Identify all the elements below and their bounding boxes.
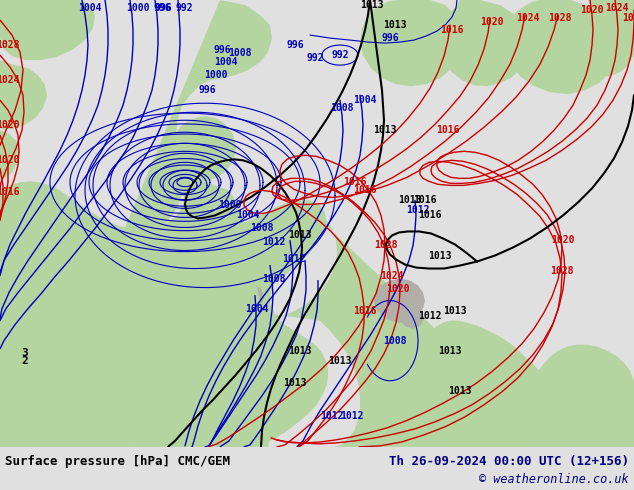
- Polygon shape: [0, 60, 47, 129]
- Text: 1004: 1004: [353, 95, 377, 105]
- Text: 1013: 1013: [288, 230, 312, 241]
- Text: 1008: 1008: [250, 223, 274, 233]
- Text: 1028: 1028: [0, 40, 20, 50]
- Text: Surface pressure [hPa] CMC/GEM: Surface pressure [hPa] CMC/GEM: [5, 455, 230, 468]
- Text: 1013: 1013: [398, 196, 422, 205]
- Text: 1016: 1016: [436, 125, 460, 135]
- Text: 992: 992: [331, 50, 349, 60]
- Text: 1024: 1024: [0, 75, 20, 85]
- Text: 996: 996: [286, 40, 304, 50]
- Text: 996: 996: [381, 33, 399, 43]
- Text: 1012: 1012: [406, 205, 430, 216]
- Text: 1016: 1016: [413, 196, 437, 205]
- Text: 1013: 1013: [360, 0, 384, 10]
- Text: 1012: 1012: [340, 411, 364, 421]
- Text: 1020: 1020: [580, 5, 604, 15]
- Text: 1016: 1016: [353, 185, 377, 196]
- Polygon shape: [0, 130, 20, 178]
- Text: 3: 3: [22, 348, 29, 358]
- Text: 1028: 1028: [374, 241, 398, 250]
- Text: 1020: 1020: [0, 155, 20, 165]
- Polygon shape: [212, 205, 634, 447]
- Polygon shape: [0, 116, 261, 447]
- Text: 1012: 1012: [418, 311, 442, 320]
- Text: 1013: 1013: [288, 345, 312, 356]
- Text: 1016: 1016: [440, 25, 463, 35]
- Text: 992: 992: [175, 3, 193, 13]
- Polygon shape: [397, 306, 424, 329]
- Polygon shape: [374, 278, 425, 322]
- Text: 1000: 1000: [126, 3, 150, 13]
- Text: © weatheronline.co.uk: © weatheronline.co.uk: [479, 473, 629, 487]
- Text: 996: 996: [213, 45, 231, 55]
- Polygon shape: [360, 0, 464, 86]
- Polygon shape: [0, 0, 95, 60]
- Text: 1016: 1016: [343, 177, 366, 187]
- Text: 1013: 1013: [448, 386, 472, 396]
- Text: 1012: 1012: [282, 253, 306, 264]
- Text: 1013: 1013: [438, 345, 462, 356]
- Text: Th 26-09-2024 00:00 UTC (12+156): Th 26-09-2024 00:00 UTC (12+156): [389, 455, 629, 468]
- Text: 1013: 1013: [383, 20, 407, 30]
- Text: 1004: 1004: [78, 3, 101, 13]
- Text: 1004: 1004: [214, 57, 238, 67]
- Text: 1004: 1004: [245, 304, 269, 314]
- Text: 1013: 1013: [328, 356, 352, 366]
- Polygon shape: [70, 0, 328, 447]
- Text: 996: 996: [198, 85, 216, 95]
- Polygon shape: [234, 284, 264, 310]
- Text: 1016: 1016: [353, 306, 377, 316]
- Text: 992: 992: [306, 53, 324, 63]
- Text: 1024: 1024: [605, 3, 629, 13]
- Text: 1020: 1020: [480, 17, 504, 27]
- Text: 1024: 1024: [380, 270, 404, 281]
- Polygon shape: [572, 0, 634, 76]
- Text: 1008: 1008: [262, 273, 286, 284]
- Polygon shape: [505, 0, 618, 94]
- Text: 1000: 1000: [218, 200, 242, 210]
- Text: 996: 996: [154, 3, 172, 13]
- Text: 1013: 1013: [443, 306, 467, 316]
- Text: 1024: 1024: [516, 13, 540, 23]
- Text: 1028: 1028: [548, 13, 572, 23]
- Text: 1008: 1008: [330, 103, 354, 113]
- Text: 1008: 1008: [228, 48, 252, 58]
- Text: 1000: 1000: [204, 70, 228, 80]
- Text: 1020: 1020: [386, 284, 410, 294]
- Text: 1020: 1020: [0, 120, 20, 130]
- Polygon shape: [438, 0, 530, 86]
- Text: 2: 2: [22, 356, 29, 366]
- Polygon shape: [193, 261, 222, 286]
- Text: 1016: 1016: [0, 187, 20, 197]
- Text: 1004: 1004: [236, 210, 260, 221]
- Text: 1028: 1028: [622, 13, 634, 23]
- Text: 1008: 1008: [383, 336, 407, 345]
- Text: 1013: 1013: [373, 125, 397, 135]
- Text: 1020: 1020: [551, 236, 575, 245]
- Polygon shape: [240, 411, 269, 447]
- Text: 1013: 1013: [283, 378, 307, 388]
- Text: 1012: 1012: [320, 411, 344, 421]
- Text: 1016: 1016: [418, 210, 442, 221]
- Text: 1028: 1028: [550, 266, 574, 275]
- Text: 1013: 1013: [428, 250, 452, 261]
- Text: 996: 996: [153, 3, 171, 13]
- Text: 1012: 1012: [262, 238, 286, 247]
